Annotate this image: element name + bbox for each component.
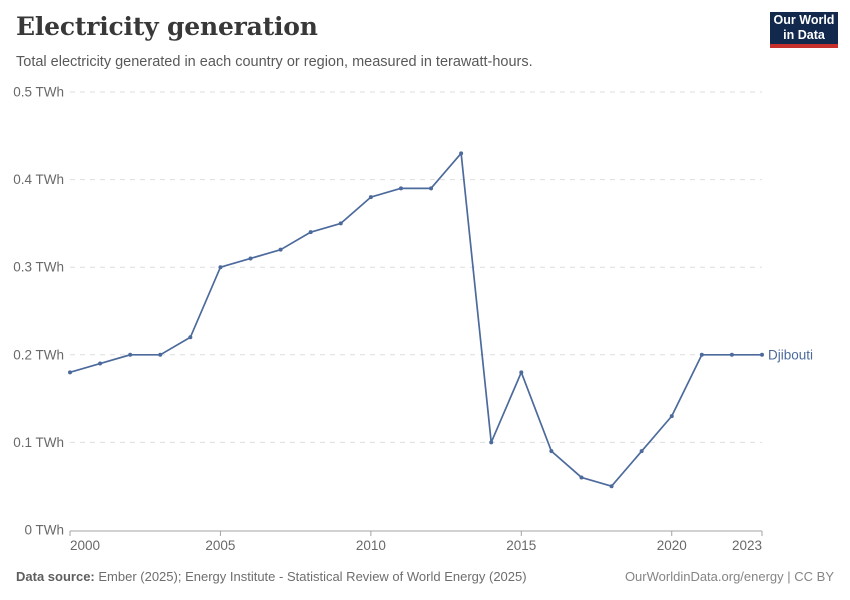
data-point[interactable] [519,370,524,375]
data-source-text: Ember (2025); Energy Institute - Statist… [94,569,527,584]
data-point[interactable] [338,221,343,226]
series-line-djibouti[interactable] [69,152,763,488]
data-point[interactable] [98,361,103,366]
owid-logo-line1: Our World [773,12,835,27]
data-source-note: Data source: Ember (2025); Energy Instit… [16,569,527,584]
data-point[interactable] [669,414,674,419]
data-point[interactable] [489,440,494,445]
x-axis-tick-label: 2023 [732,538,762,553]
chart-subtitle: Total electricity generated in each coun… [16,54,533,70]
data-source-label: Data source: [16,569,95,584]
data-point[interactable] [699,352,704,357]
data-point[interactable] [308,230,313,235]
data-point[interactable] [158,352,163,357]
y-axis-tick-label: 0.2 TWh [13,347,64,362]
x-axis-tick-label: 2015 [506,538,536,553]
owid-logo-line2: in Data [783,28,825,42]
y-axis-tick-label: 0.3 TWh [13,260,64,275]
data-point[interactable] [639,449,644,454]
data-point[interactable] [218,265,223,270]
data-point[interactable] [68,370,72,375]
data-point[interactable] [760,352,764,357]
x-axis-tick-label: 2005 [205,538,235,553]
data-point[interactable] [248,256,253,261]
data-point[interactable] [398,186,403,191]
owid-logo[interactable]: Our World in Data [770,12,838,48]
page-title: Electricity generation [16,12,318,41]
data-point[interactable] [459,151,464,156]
data-point[interactable] [278,247,283,252]
data-point[interactable] [609,484,614,489]
data-point[interactable] [549,449,554,454]
y-axis-tick-label: 0.1 TWh [13,435,64,450]
x-axis-tick-label: 2020 [657,538,687,553]
data-point[interactable] [729,352,734,357]
x-axis-tick-label: 2010 [356,538,386,553]
y-axis-tick-label: 0.5 TWh [13,85,64,100]
data-point[interactable] [579,475,584,480]
data-point[interactable] [128,352,133,357]
y-axis-tick-label: 0 TWh [24,523,64,538]
x-axis-tick-label: 2000 [70,538,100,553]
data-point[interactable] [188,335,193,340]
chart-footer: Data source: Ember (2025); Energy Instit… [16,569,834,584]
data-point[interactable] [368,195,373,200]
data-point[interactable] [429,186,434,191]
y-axis-tick-label: 0.4 TWh [13,172,64,187]
owid-url-link[interactable]: OurWorldinData.org/energy | CC BY [624,569,834,584]
series-label-djibouti[interactable]: Djibouti [768,347,813,362]
